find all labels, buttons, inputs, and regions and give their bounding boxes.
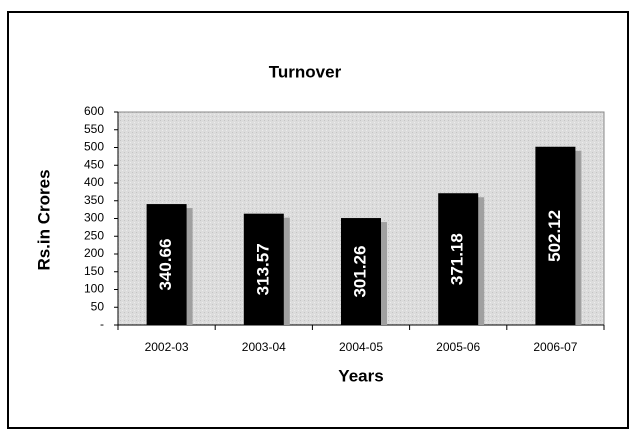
y-tick-label: 50: [91, 299, 105, 313]
y-tick-label: 200: [84, 246, 104, 260]
value-label: 340.66: [156, 239, 175, 291]
y-tick-label: 550: [84, 122, 104, 136]
y-tick-label: 150: [84, 264, 104, 278]
x-tick-label: 2006-07: [533, 340, 577, 354]
x-tick-label: 2002-03: [145, 340, 189, 354]
y-tick-label: 450: [84, 157, 104, 171]
y-tick-label: 600: [84, 104, 104, 118]
chart-title: Turnover: [269, 62, 342, 81]
x-tick-label: 2005-06: [436, 340, 480, 354]
bar: [146, 204, 187, 325]
bar: [535, 146, 576, 325]
y-tick-label: 250: [84, 228, 104, 242]
value-label: 502.12: [545, 210, 564, 262]
bar: [243, 213, 284, 325]
bar: [341, 218, 381, 325]
value-label: 301.26: [350, 246, 369, 298]
x-tick-label: 2003-04: [242, 340, 286, 354]
y-tick-label: -: [100, 317, 104, 331]
value-label: 371.18: [448, 233, 467, 285]
x-axis-label: Years: [338, 366, 383, 385]
y-tick-label: 400: [84, 175, 104, 189]
value-label: 313.57: [253, 243, 272, 295]
bar: [438, 193, 479, 325]
y-tick-label: 500: [84, 140, 104, 154]
y-tick-label: 100: [84, 282, 104, 296]
x-tick-label: 2004-05: [339, 340, 383, 354]
y-axis-label: Rs.in Crores: [34, 169, 53, 270]
y-tick-label: 300: [84, 211, 104, 225]
y-tick-label: 350: [84, 193, 104, 207]
